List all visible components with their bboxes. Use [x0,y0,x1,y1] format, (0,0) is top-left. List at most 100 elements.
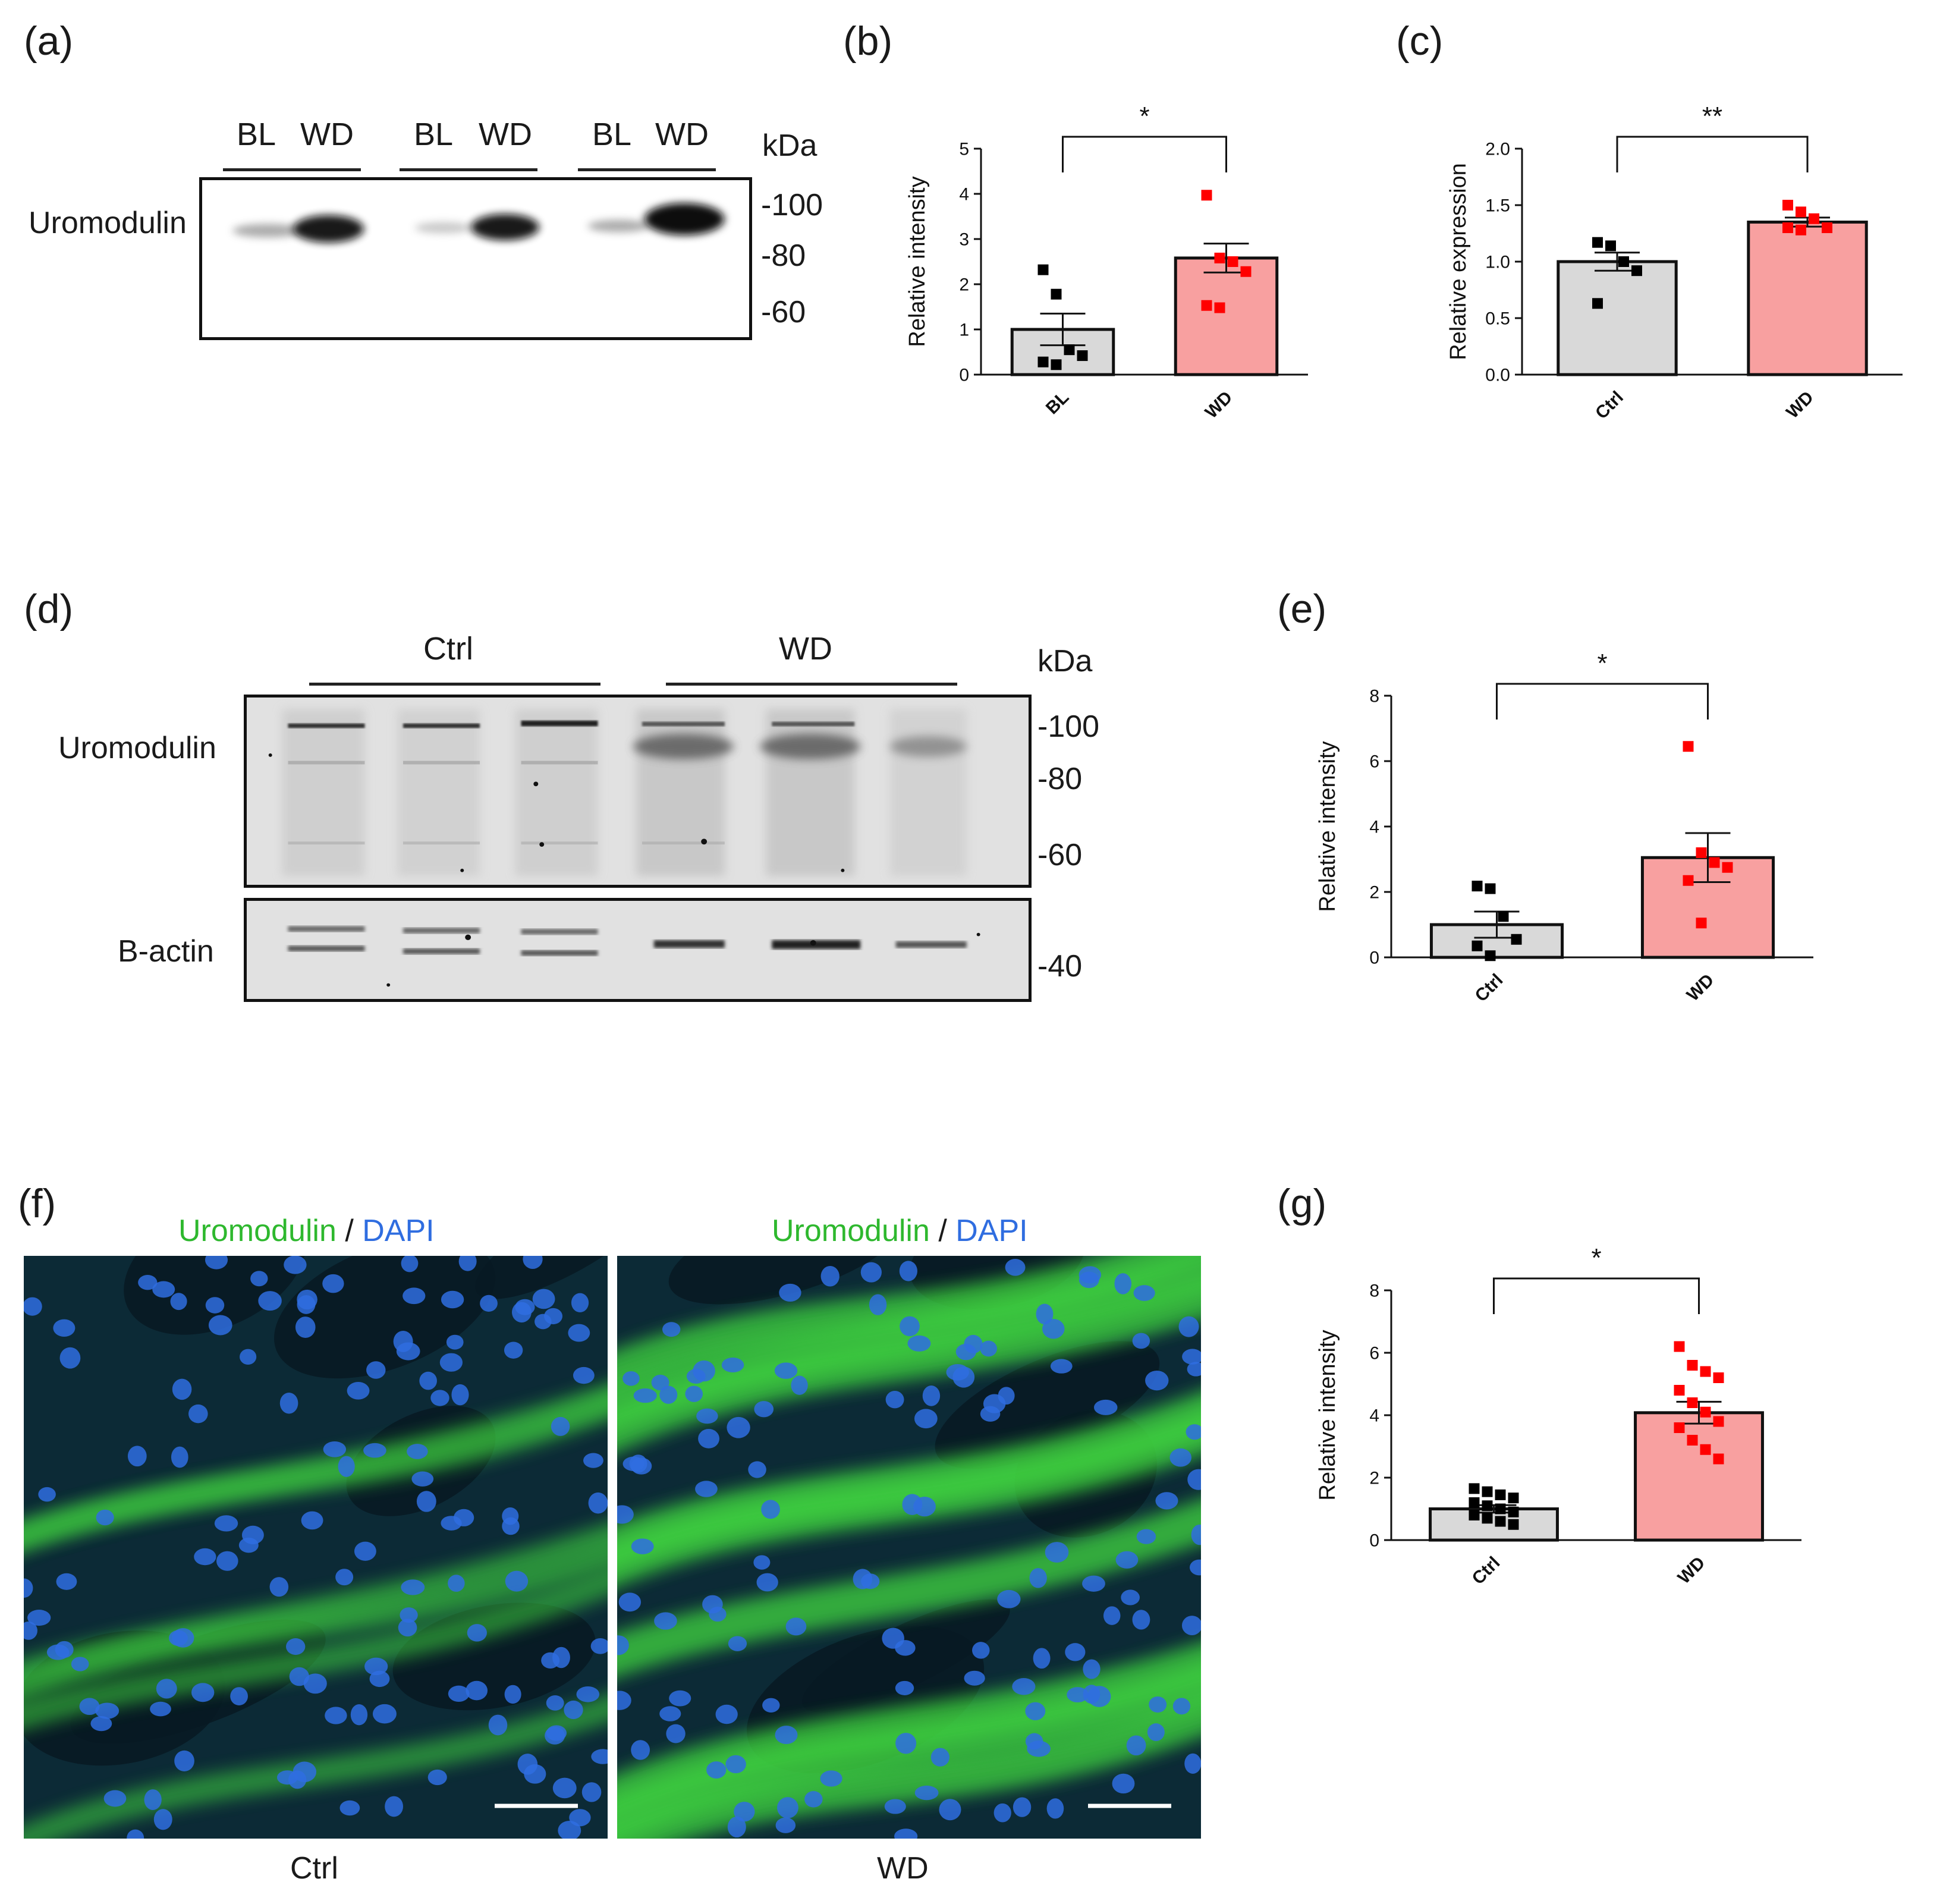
bar [1174,256,1279,376]
nucleus [1005,1258,1026,1276]
nucleus [1182,1349,1201,1365]
data-point [1696,918,1707,929]
nucleus [297,1295,316,1314]
chart-svg: 0 2 4 6 8 Relative intensity Ctrl WD * [1315,649,1813,1006]
significance-marker: * [1139,102,1149,131]
y-tick-label: 4 [1369,1406,1379,1426]
data-point [1700,1406,1711,1418]
nucleus [1181,1616,1201,1635]
nucleus [216,1551,238,1571]
nucleus [721,1358,744,1372]
group-underline [309,683,600,686]
nucleus [194,1548,216,1566]
nucleus [659,1706,681,1721]
nucleus [1169,1448,1192,1467]
nucleus [288,1770,307,1789]
nucleus [289,1667,310,1686]
nucleus [335,1569,354,1586]
stain-separator: / [336,1214,363,1248]
nucleus [588,1492,608,1514]
kda-label: kDa [762,128,817,163]
nucleus [853,1569,873,1589]
nucleus [964,1670,985,1686]
y-tick-label: 0 [1369,948,1379,968]
nucleus [1145,1370,1169,1391]
nucleus [286,1638,306,1655]
data-point [1471,940,1483,951]
nucleus [1187,1362,1201,1377]
nucleus [748,1461,766,1478]
nucleus [488,1714,508,1736]
nucleus [250,1271,268,1287]
nucleus [552,1777,577,1799]
y-tick-label: 0 [1369,1531,1379,1551]
group-label: Ctrl [423,631,473,667]
y-tick-label: 1.5 [1485,196,1510,216]
data-point [1077,350,1088,362]
nucleus [96,1509,114,1526]
nucleus [1112,1773,1135,1794]
nucleus [777,1797,798,1818]
uromodulin-signal [617,1256,1201,1394]
y-axis-label: Relative expression [1446,163,1471,360]
nucleus [631,1740,650,1760]
y-tick-label: 8 [1369,1281,1379,1301]
chart-c: 0.0 0.5 1.0 1.5 2.0 Relative expression Ctrl WD… [1421,83,1926,476]
data-point [1782,200,1793,210]
nucleus [895,1733,917,1754]
nucleus [633,1388,657,1403]
nucleus [1083,1685,1101,1704]
nucleus [400,1607,418,1623]
chart-svg: 0 2 4 6 8 Relative intensity Ctrl WD * [1315,1243,1801,1588]
stain-legend-wd: Uromodulin / DAPI [772,1213,1028,1249]
nucleus [583,1453,603,1468]
nucleus [869,1294,887,1315]
nucleus [734,1802,755,1822]
nucleus [127,1829,144,1839]
y-tick-label: 4 [959,185,969,205]
nucleus [1121,1589,1140,1605]
nucleus [591,1749,608,1764]
nucleus [411,1471,434,1487]
western-blot-b-actin [244,898,1032,1002]
nucleus [152,1281,175,1298]
nucleus [571,1293,589,1313]
nucleus [322,1274,344,1293]
nucleus [208,1315,232,1336]
nucleus [791,1375,808,1395]
nucleus [59,1347,81,1369]
nucleus [774,1362,798,1379]
lane-group-underline [223,168,361,171]
data-point [1696,847,1707,858]
data-point [1469,1510,1480,1520]
nucleus [753,1555,771,1570]
bar [1747,221,1868,376]
data-point [1471,881,1483,892]
x-tick-label: Ctrl [1592,388,1627,423]
data-point [1495,1489,1506,1500]
nucleus [779,1283,801,1302]
nucleus [1172,1698,1191,1715]
nucleus [401,1579,425,1595]
mw-marker: -60 [761,295,806,329]
nucleus [303,1673,327,1694]
data-point [1498,911,1509,922]
y-tick-label: 5 [959,140,969,159]
micrograph-svg [24,1256,608,1839]
stain-separator: / [929,1214,956,1248]
nucleus [654,1612,677,1630]
protein-label: B-actin [118,934,214,969]
nucleus [53,1319,76,1337]
data-point [1201,300,1212,311]
data-point [1482,1500,1493,1512]
nucleus [914,1409,938,1429]
nucleus [564,1700,583,1720]
data-point [1037,264,1049,275]
nucleus [258,1291,282,1311]
nucleus [1013,1797,1032,1817]
nucleus [894,1828,918,1839]
tubule-lumen [475,1256,608,1299]
data-point [1700,1366,1711,1377]
stain-legend-ctrl: Uromodulin / DAPI [178,1213,435,1249]
data-point [1064,344,1075,356]
